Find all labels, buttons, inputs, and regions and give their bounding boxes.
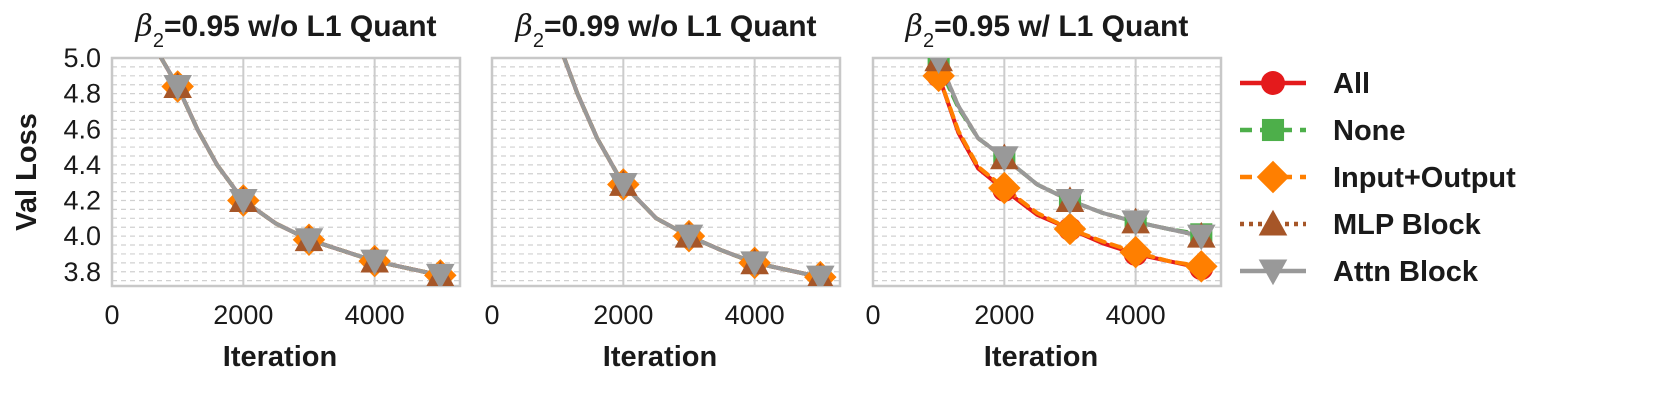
title-subscript: 2 bbox=[923, 30, 934, 52]
x-axis-label: Iteration bbox=[984, 341, 1098, 373]
x-tick-label: 4000 bbox=[1106, 300, 1166, 330]
panel-title: β2=0.95 w/o L1 Quant bbox=[134, 9, 436, 52]
series-line-attn-block bbox=[562, 58, 823, 280]
marker-attn-block bbox=[990, 146, 1019, 173]
marker-attn-block bbox=[806, 265, 835, 286]
y-tick-label: 4.8 bbox=[63, 79, 101, 109]
legend-label: All bbox=[1333, 68, 1370, 100]
marker-attn-block bbox=[609, 173, 638, 199]
legend-label: None bbox=[1333, 115, 1406, 147]
marker-attn-block bbox=[1121, 210, 1150, 237]
series-line-attn-block bbox=[936, 58, 1204, 239]
x-axis-label: Iteration bbox=[603, 341, 717, 373]
marker-attn-block bbox=[360, 249, 389, 276]
y-tick-label: 4.2 bbox=[63, 186, 101, 216]
marker-attn-block bbox=[1187, 224, 1216, 251]
panel-1: 0 2000 4000 3.8 4.0 4.2 4.4 4.6 4.8 5.0 Iteration V… bbox=[11, 9, 462, 373]
marker-input-output bbox=[1185, 250, 1218, 283]
legend-marker bbox=[1258, 259, 1288, 286]
marker-attn-block bbox=[1055, 189, 1085, 215]
x-axis-label: Iteration bbox=[223, 341, 337, 373]
title-beta: β bbox=[134, 9, 152, 44]
plot-frame bbox=[110, 56, 462, 288]
legend-label: MLP Block bbox=[1333, 209, 1482, 241]
panel-title: β2=0.99 w/o L1 Quant bbox=[514, 9, 816, 52]
x-tick-label: 0 bbox=[865, 300, 880, 330]
legend-marker bbox=[1258, 209, 1288, 236]
legend-item-none: None bbox=[1240, 115, 1406, 147]
legend-marker bbox=[1261, 118, 1285, 142]
marker-attn-block bbox=[929, 58, 948, 75]
series-line-input-output bbox=[936, 73, 1204, 269]
series-lines bbox=[936, 58, 1204, 271]
y-tick-label: 4.4 bbox=[63, 150, 101, 180]
y-axis-label: Val Loss bbox=[11, 113, 43, 231]
x-tick-label: 4000 bbox=[725, 300, 785, 330]
legend-marker bbox=[1261, 71, 1285, 95]
series-markers bbox=[607, 168, 837, 286]
marker-input-output bbox=[1053, 212, 1087, 246]
y-tick-label: 4.0 bbox=[63, 221, 101, 251]
series-lines bbox=[562, 58, 823, 280]
panel-2: 0 2000 4000 Iteration β2=0.99 w/o L1 Quant bbox=[484, 9, 842, 373]
series-markers bbox=[161, 70, 457, 286]
legend-item-mlp-block: MLP Block bbox=[1240, 209, 1482, 241]
legend-label: Attn Block bbox=[1333, 256, 1479, 288]
y-tick-label: 5.0 bbox=[63, 43, 101, 73]
y-tick-label: 4.6 bbox=[63, 114, 101, 144]
legend-marker bbox=[1256, 160, 1290, 194]
marker-attn-block bbox=[740, 251, 769, 278]
plot-frame bbox=[871, 56, 1223, 288]
x-tick-label: 2000 bbox=[974, 300, 1034, 330]
marker-input-output bbox=[988, 171, 1021, 205]
legend-item-all: All bbox=[1240, 68, 1370, 100]
marker-input-output bbox=[1119, 235, 1152, 269]
series-markers bbox=[922, 58, 1218, 283]
title-text: =0.99 w/o L1 Quant bbox=[544, 10, 817, 43]
marker-attn-block bbox=[229, 189, 258, 215]
x-tick-label: 4000 bbox=[345, 300, 405, 330]
x-tick-label: 2000 bbox=[593, 300, 653, 330]
marker-attn-block bbox=[163, 75, 192, 101]
title-beta: β bbox=[905, 9, 923, 44]
legend: All None Input+Output MLP Block Attn Block bbox=[1240, 68, 1516, 288]
legend-item-attn-block: Attn Block bbox=[1240, 256, 1479, 288]
y-tick-label: 3.8 bbox=[63, 257, 101, 287]
marker-attn-block bbox=[426, 263, 455, 286]
x-tick-label: 2000 bbox=[213, 300, 273, 330]
marker-attn-block bbox=[294, 228, 324, 254]
x-tick-label: 0 bbox=[484, 300, 499, 330]
legend-label: Input+Output bbox=[1333, 162, 1516, 194]
panel-title: β2=0.95 w/ L1 Quant bbox=[905, 9, 1189, 52]
title-subscript: 2 bbox=[533, 30, 544, 52]
title-subscript: 2 bbox=[153, 30, 164, 52]
panel-3: 0 2000 4000 Iteration β2=0.95 w/ L1 Quant bbox=[865, 9, 1223, 373]
marker-attn-block bbox=[674, 224, 704, 251]
title-text: =0.95 w/ L1 Quant bbox=[934, 10, 1188, 43]
legend-item-input-output: Input+Output bbox=[1240, 160, 1516, 194]
title-text: =0.95 w/o L1 Quant bbox=[164, 10, 437, 43]
title-beta: β bbox=[514, 9, 532, 44]
x-tick-label: 0 bbox=[104, 300, 119, 330]
plot-frame bbox=[490, 56, 842, 288]
